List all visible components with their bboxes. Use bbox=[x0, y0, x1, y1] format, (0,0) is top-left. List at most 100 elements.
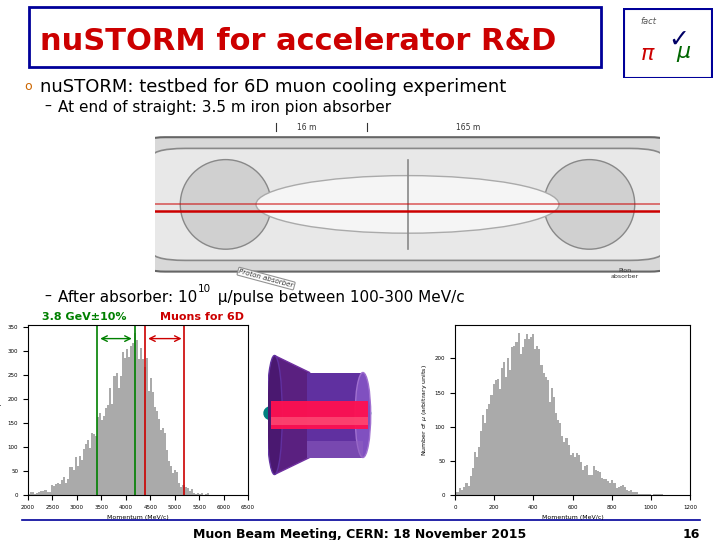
FancyBboxPatch shape bbox=[624, 9, 712, 78]
Bar bbox=[643, 494, 644, 495]
Bar bbox=[616, 488, 618, 495]
Bar bbox=[127, 357, 130, 495]
Y-axis label: Number of $\mu$ (arbitrary units): Number of $\mu$ (arbitrary units) bbox=[420, 364, 429, 456]
Bar bbox=[622, 485, 624, 495]
Bar bbox=[138, 360, 140, 495]
Bar bbox=[655, 494, 657, 495]
Bar bbox=[55, 483, 57, 495]
Bar bbox=[565, 437, 567, 495]
X-axis label: Momentum (MeV/c): Momentum (MeV/c) bbox=[107, 515, 169, 520]
Ellipse shape bbox=[180, 160, 271, 249]
Text: nuSTORM: testbed for 6D muon cooling experiment: nuSTORM: testbed for 6D muon cooling exp… bbox=[40, 78, 506, 96]
Bar bbox=[146, 357, 148, 495]
Bar bbox=[513, 346, 516, 495]
Bar bbox=[476, 457, 478, 495]
Bar bbox=[644, 494, 647, 495]
Polygon shape bbox=[274, 355, 310, 475]
Bar bbox=[603, 478, 605, 495]
Bar bbox=[618, 487, 620, 495]
Bar bbox=[126, 349, 127, 495]
Bar bbox=[557, 420, 559, 495]
Bar bbox=[662, 494, 663, 495]
Bar bbox=[105, 408, 107, 495]
Bar bbox=[465, 483, 467, 495]
Bar bbox=[271, 417, 368, 425]
Bar bbox=[660, 494, 662, 495]
Bar bbox=[492, 383, 495, 495]
Bar bbox=[42, 491, 45, 495]
Bar bbox=[28, 494, 30, 495]
Bar bbox=[181, 487, 182, 495]
Bar bbox=[71, 467, 73, 495]
Bar bbox=[199, 494, 201, 495]
Text: Proton absorber: Proton absorber bbox=[238, 268, 294, 289]
Text: fact: fact bbox=[640, 17, 656, 25]
Bar bbox=[174, 470, 176, 495]
Bar bbox=[134, 333, 136, 495]
Bar bbox=[609, 483, 611, 495]
Bar bbox=[580, 462, 582, 495]
Bar bbox=[176, 472, 179, 495]
Bar bbox=[539, 349, 541, 495]
Bar bbox=[582, 470, 584, 495]
Ellipse shape bbox=[355, 373, 371, 457]
Bar bbox=[150, 377, 152, 495]
Text: 10: 10 bbox=[198, 284, 211, 294]
Bar bbox=[67, 479, 69, 495]
Bar bbox=[480, 431, 482, 495]
Bar bbox=[628, 491, 630, 495]
Bar bbox=[611, 480, 613, 495]
Bar bbox=[81, 460, 83, 495]
Bar bbox=[207, 492, 209, 495]
Bar bbox=[522, 347, 524, 495]
Bar bbox=[634, 492, 636, 495]
Bar bbox=[559, 423, 562, 495]
Bar bbox=[632, 492, 634, 495]
Bar bbox=[77, 466, 79, 495]
Bar bbox=[142, 359, 144, 495]
Bar bbox=[156, 411, 158, 495]
Bar bbox=[197, 493, 199, 495]
Y-axis label: Number of particles: Number of particles bbox=[0, 379, 2, 441]
Bar bbox=[168, 461, 171, 495]
Bar bbox=[518, 333, 520, 495]
Bar bbox=[630, 490, 632, 495]
Bar bbox=[639, 494, 641, 495]
Text: At end of straight: 3.5 m iron pion absorber: At end of straight: 3.5 m iron pion abso… bbox=[58, 100, 391, 115]
Bar bbox=[459, 488, 462, 495]
Ellipse shape bbox=[266, 355, 282, 475]
Bar bbox=[516, 342, 518, 495]
Bar bbox=[528, 339, 530, 495]
Bar bbox=[536, 346, 539, 495]
Bar bbox=[613, 483, 616, 495]
Bar bbox=[53, 486, 55, 495]
Bar bbox=[63, 477, 65, 495]
Bar bbox=[60, 480, 63, 495]
Bar bbox=[570, 455, 572, 495]
Bar bbox=[497, 379, 499, 495]
Bar bbox=[87, 441, 89, 495]
Bar bbox=[647, 494, 649, 495]
Bar bbox=[97, 417, 99, 495]
Bar bbox=[499, 389, 501, 495]
Bar bbox=[204, 494, 207, 495]
Bar bbox=[605, 478, 607, 495]
Bar bbox=[636, 492, 639, 495]
FancyBboxPatch shape bbox=[145, 137, 670, 272]
Bar bbox=[572, 453, 574, 495]
Text: $\pi$: $\pi$ bbox=[640, 44, 656, 64]
Bar bbox=[626, 490, 628, 495]
Bar bbox=[104, 416, 105, 495]
Bar bbox=[549, 402, 551, 495]
Bar bbox=[564, 442, 565, 495]
Bar bbox=[546, 380, 549, 495]
Bar bbox=[115, 373, 117, 495]
Bar bbox=[120, 376, 122, 495]
Text: μ/pulse between 100-300 MeV/c: μ/pulse between 100-300 MeV/c bbox=[213, 290, 464, 305]
Bar bbox=[45, 490, 47, 495]
Bar bbox=[543, 373, 544, 495]
Bar bbox=[641, 494, 643, 495]
Bar bbox=[553, 397, 555, 495]
Bar bbox=[57, 483, 59, 495]
Bar bbox=[488, 404, 490, 495]
